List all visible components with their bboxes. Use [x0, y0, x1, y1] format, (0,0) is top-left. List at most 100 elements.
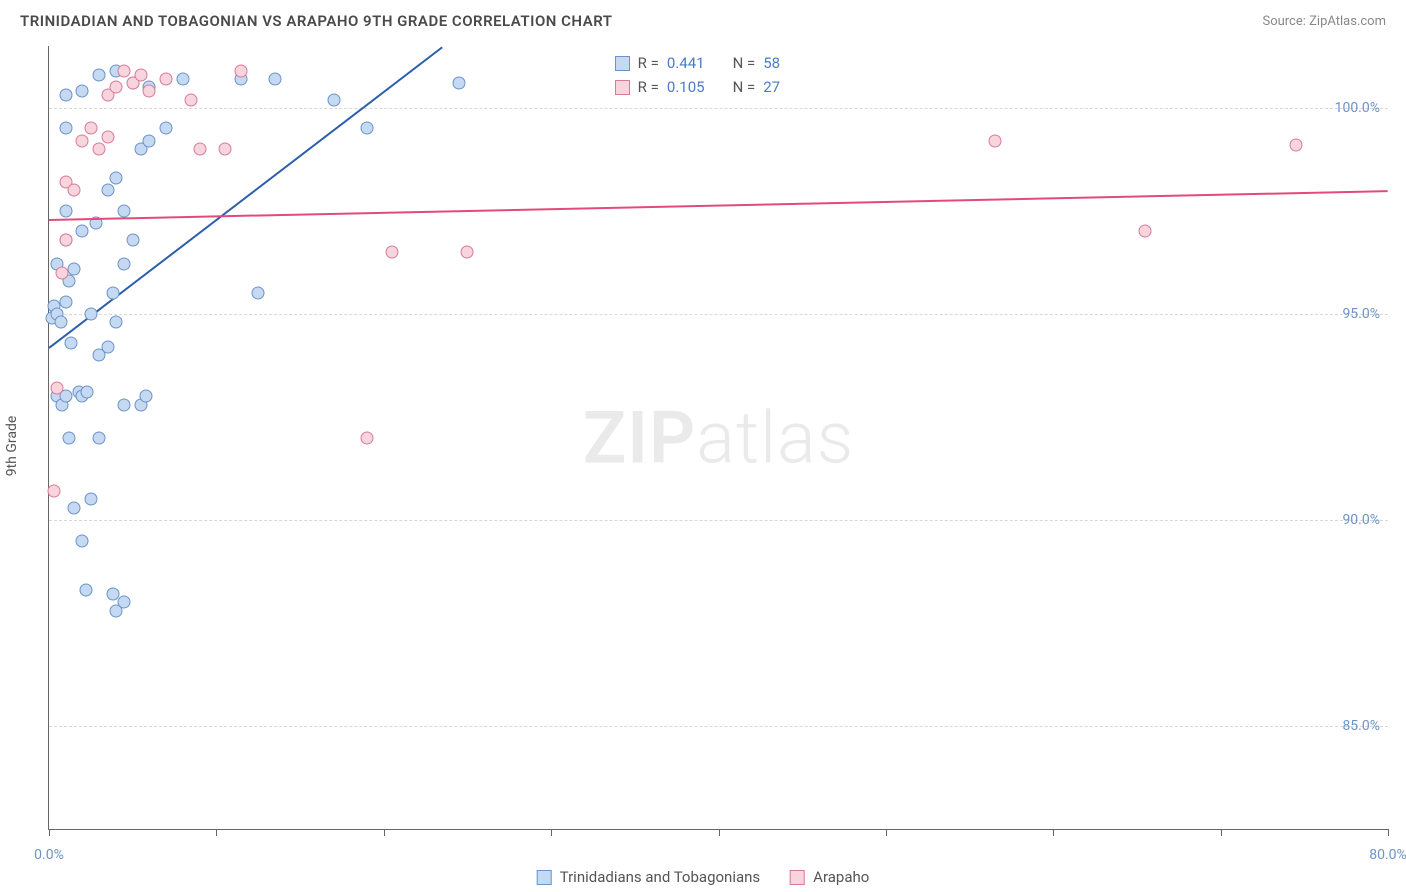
scatter-point	[140, 390, 153, 403]
scatter-point	[453, 77, 466, 90]
scatter-point	[109, 81, 122, 94]
x-tick	[1053, 829, 1054, 836]
scatter-point	[988, 134, 1001, 147]
stat-n-label: N =	[733, 78, 756, 96]
stats-legend-row: R = 0.441 N = 58	[615, 54, 780, 72]
scatter-point	[1289, 138, 1302, 151]
legend-swatch	[790, 870, 805, 885]
stat-r-label: R =	[638, 54, 659, 72]
scatter-point	[143, 134, 156, 147]
scatter-point	[84, 307, 97, 320]
stat-n-value: 27	[763, 78, 780, 96]
bottom-legend: Trinidadians and TobagoniansArapaho	[537, 868, 870, 886]
stats-legend-row: R = 0.105 N = 27	[615, 78, 780, 96]
scatter-point	[101, 130, 114, 143]
x-tick	[216, 829, 217, 836]
scatter-point	[101, 184, 114, 197]
scatter-point	[93, 68, 106, 81]
y-tick-label: 95.0%	[1342, 306, 1380, 322]
scatter-point	[59, 233, 72, 246]
scatter-point	[386, 246, 399, 259]
scatter-point	[59, 89, 72, 102]
bottom-legend-label: Trinidadians and Tobagonians	[560, 868, 760, 886]
bottom-legend-item: Trinidadians and Tobagonians	[537, 868, 760, 886]
chart-title: TRINIDADIAN AND TOBAGONIAN VS ARAPAHO 9T…	[20, 12, 612, 30]
scatter-point	[56, 266, 69, 279]
scatter-point	[361, 122, 374, 135]
scatter-point	[54, 316, 67, 329]
scatter-point	[68, 501, 81, 514]
source-label: Source: ZipAtlas.com	[1262, 14, 1386, 29]
scatter-point	[268, 72, 281, 85]
scatter-point	[84, 493, 97, 506]
watermark: ZIPatlas	[583, 395, 855, 480]
scatter-point	[118, 258, 131, 271]
gridline	[49, 520, 1388, 521]
scatter-point	[118, 64, 131, 77]
scatter-point	[76, 134, 89, 147]
scatter-point	[235, 64, 248, 77]
scatter-point	[76, 225, 89, 238]
x-tick	[1388, 829, 1389, 836]
scatter-point	[126, 233, 139, 246]
scatter-point	[160, 122, 173, 135]
scatter-point	[361, 431, 374, 444]
scatter-point	[109, 171, 122, 184]
scatter-point	[93, 143, 106, 156]
scatter-point	[193, 143, 206, 156]
scatter-point	[106, 287, 119, 300]
stat-n-value: 58	[763, 54, 780, 72]
x-tick-label: 0.0%	[34, 847, 64, 863]
scatter-point	[160, 72, 173, 85]
scatter-point	[68, 184, 81, 197]
scatter-point	[93, 431, 106, 444]
scatter-point	[118, 204, 131, 217]
legend-swatch	[615, 80, 630, 95]
stat-r-value: 0.105	[667, 78, 705, 96]
x-tick	[551, 829, 552, 836]
y-tick-label: 90.0%	[1342, 512, 1380, 528]
x-tick	[49, 829, 50, 836]
x-tick	[384, 829, 385, 836]
gridline	[49, 108, 1388, 109]
scatter-point	[59, 122, 72, 135]
stat-r-label: R =	[638, 78, 659, 96]
x-tick	[719, 829, 720, 836]
scatter-point	[101, 340, 114, 353]
stat-r-value: 0.441	[667, 54, 705, 72]
scatter-point	[76, 85, 89, 98]
scatter-point	[64, 336, 77, 349]
scatter-point	[84, 122, 97, 135]
y-tick-label: 85.0%	[1342, 718, 1380, 734]
scatter-point	[185, 93, 198, 106]
scatter-point	[59, 295, 72, 308]
scatter-point	[59, 204, 72, 217]
chart-plot-area: ZIPatlas 85.0%90.0%95.0%100.0%0.0%80.0%R…	[48, 46, 1388, 830]
scatter-point	[79, 583, 92, 596]
gridline	[49, 726, 1388, 727]
x-tick-label: 80.0%	[1369, 847, 1406, 863]
scatter-point	[252, 287, 265, 300]
scatter-point	[81, 386, 94, 399]
scatter-point	[63, 431, 76, 444]
scatter-point	[76, 534, 89, 547]
scatter-point	[461, 246, 474, 259]
x-tick	[1221, 829, 1222, 836]
stat-n-label: N =	[733, 54, 756, 72]
gridline	[49, 314, 1388, 315]
scatter-point	[68, 262, 81, 275]
scatter-point	[143, 85, 156, 98]
scatter-point	[218, 143, 231, 156]
legend-swatch	[537, 870, 552, 885]
scatter-point	[118, 596, 131, 609]
stats-legend: R = 0.441 N = 58 R = 0.105 N = 27	[605, 48, 790, 102]
scatter-point	[176, 72, 189, 85]
x-tick	[886, 829, 887, 836]
scatter-point	[109, 316, 122, 329]
scatter-point	[1139, 225, 1152, 238]
scatter-point	[106, 588, 119, 601]
scatter-point	[51, 382, 64, 395]
scatter-point	[48, 485, 61, 498]
legend-swatch	[615, 56, 630, 71]
scatter-point	[135, 68, 148, 81]
